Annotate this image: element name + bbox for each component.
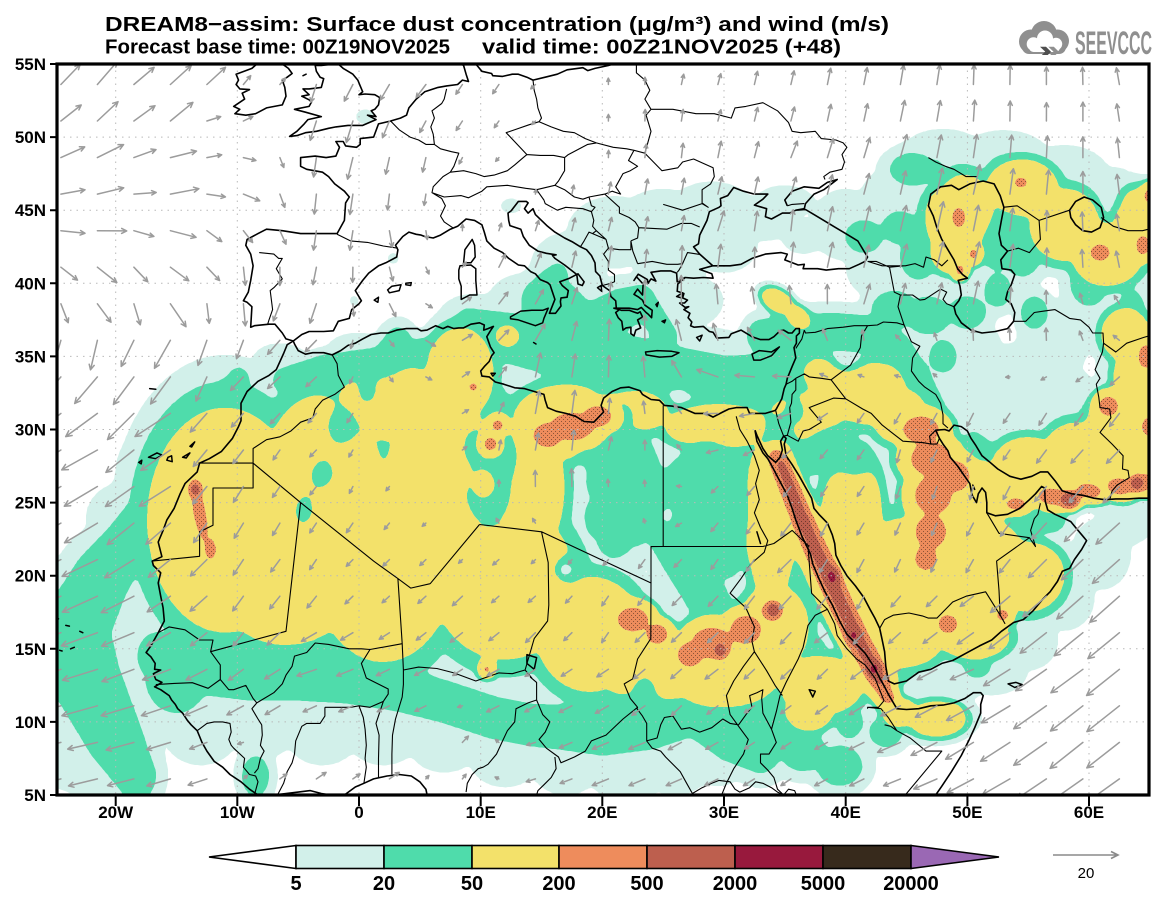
svg-text:10N: 10N	[15, 713, 46, 732]
svg-text:25N: 25N	[15, 494, 46, 513]
svg-text:20000: 20000	[883, 873, 939, 895]
svg-text:60E: 60E	[1074, 803, 1104, 822]
svg-text:DREAM8−assim: Surface dust con: DREAM8−assim: Surface dust concentration…	[105, 13, 889, 36]
svg-text:55N: 55N	[15, 55, 46, 74]
svg-text:valid time: 00Z21NOV2025 (+48): valid time: 00Z21NOV2025 (+48)	[482, 36, 841, 59]
svg-text:50N: 50N	[15, 128, 46, 147]
svg-text:35N: 35N	[15, 347, 46, 366]
svg-text:40N: 40N	[15, 274, 46, 293]
svg-text:5: 5	[290, 873, 301, 895]
svg-text:10E: 10E	[466, 803, 496, 822]
svg-text:20: 20	[1078, 865, 1095, 882]
svg-text:50E: 50E	[952, 803, 982, 822]
svg-text:20N: 20N	[15, 567, 46, 586]
svg-text:30N: 30N	[15, 421, 46, 440]
svg-text:40E: 40E	[831, 803, 861, 822]
svg-text:50: 50	[461, 873, 483, 895]
svg-text:20E: 20E	[587, 803, 617, 822]
svg-text:500: 500	[630, 873, 663, 895]
svg-text:200: 200	[542, 873, 575, 895]
svg-text:45N: 45N	[15, 201, 46, 220]
svg-text:5000: 5000	[801, 873, 846, 895]
svg-text:10W: 10W	[220, 803, 256, 822]
svg-text:0: 0	[354, 803, 363, 822]
svg-text:20W: 20W	[98, 803, 134, 822]
svg-text:5N: 5N	[24, 786, 46, 805]
svg-text:15N: 15N	[15, 640, 46, 659]
svg-text:20: 20	[373, 873, 395, 895]
svg-text:Forecast base time: 00Z19NOV20: Forecast base time: 00Z19NOV2025	[105, 36, 450, 59]
svg-text:SEEVCCC: SEEVCCC	[1075, 25, 1152, 61]
svg-text:2000: 2000	[713, 873, 758, 895]
svg-text:30E: 30E	[709, 803, 739, 822]
